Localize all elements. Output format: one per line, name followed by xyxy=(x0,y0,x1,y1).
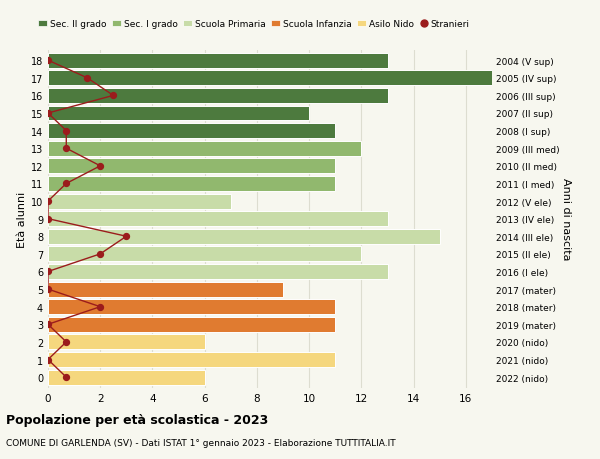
Bar xyxy=(48,264,388,280)
Bar xyxy=(48,177,335,191)
Bar xyxy=(48,335,205,350)
Y-axis label: Età alunni: Età alunni xyxy=(17,191,26,247)
Point xyxy=(95,163,105,170)
Point xyxy=(43,286,53,293)
Point xyxy=(122,233,131,241)
Point xyxy=(61,128,71,135)
Bar xyxy=(48,212,388,227)
Bar xyxy=(48,230,440,244)
Bar xyxy=(48,247,361,262)
Point xyxy=(43,321,53,328)
Bar xyxy=(48,124,335,139)
Bar xyxy=(48,71,492,86)
Point xyxy=(82,75,92,82)
Point xyxy=(43,356,53,364)
Y-axis label: Anni di nascita: Anni di nascita xyxy=(561,178,571,260)
Point xyxy=(43,110,53,118)
Point xyxy=(95,303,105,311)
Point xyxy=(43,215,53,223)
Point xyxy=(43,268,53,275)
Bar xyxy=(48,352,335,367)
Point xyxy=(43,57,53,65)
Text: Popolazione per età scolastica - 2023: Popolazione per età scolastica - 2023 xyxy=(6,413,268,426)
Legend: Sec. II grado, Sec. I grado, Scuola Primaria, Scuola Infanzia, Asilo Nido, Stran: Sec. II grado, Sec. I grado, Scuola Prim… xyxy=(35,16,473,33)
Bar xyxy=(48,300,335,314)
Point xyxy=(61,145,71,152)
Point xyxy=(43,198,53,205)
Bar xyxy=(48,370,205,385)
Bar xyxy=(48,194,231,209)
Bar xyxy=(48,141,361,157)
Bar xyxy=(48,317,335,332)
Bar xyxy=(48,159,335,174)
Bar xyxy=(48,106,309,121)
Text: COMUNE DI GARLENDA (SV) - Dati ISTAT 1° gennaio 2023 - Elaborazione TUTTITALIA.I: COMUNE DI GARLENDA (SV) - Dati ISTAT 1° … xyxy=(6,438,395,448)
Bar xyxy=(48,282,283,297)
Bar xyxy=(48,89,388,104)
Point xyxy=(109,93,118,100)
Point xyxy=(95,251,105,258)
Point xyxy=(61,374,71,381)
Point xyxy=(61,180,71,188)
Bar xyxy=(48,54,388,68)
Point xyxy=(61,338,71,346)
